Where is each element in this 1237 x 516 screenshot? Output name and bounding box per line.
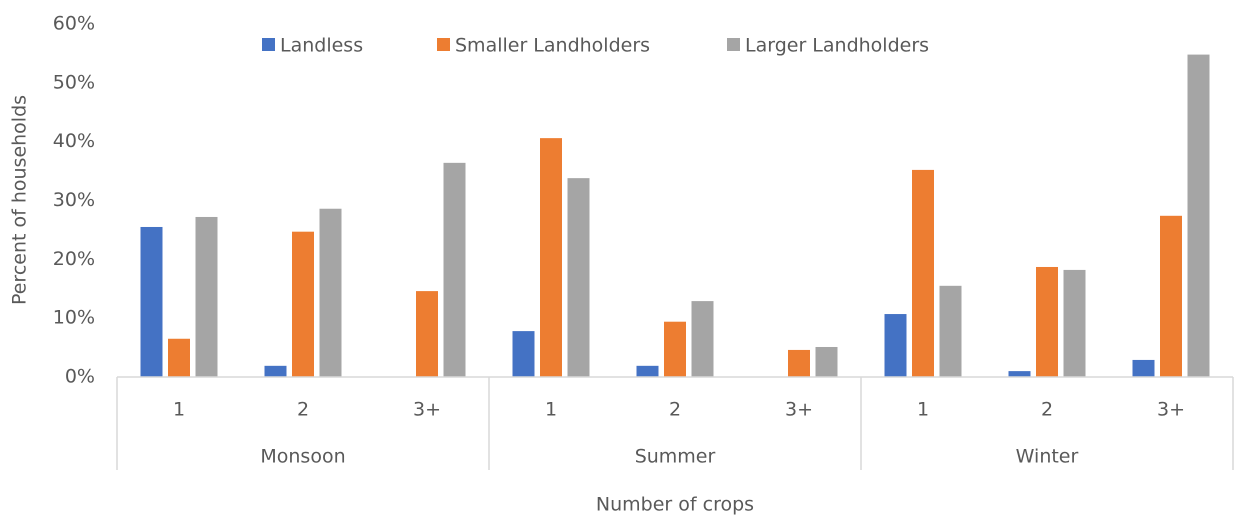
x-tick-label: 1 bbox=[917, 399, 929, 421]
bar bbox=[512, 331, 535, 377]
bar bbox=[540, 138, 562, 377]
y-tick-label: 40% bbox=[53, 130, 95, 152]
bar bbox=[443, 162, 466, 377]
bar bbox=[815, 346, 838, 377]
bar bbox=[691, 301, 714, 377]
legend-swatch bbox=[262, 38, 275, 51]
y-tick-label: 0% bbox=[65, 366, 95, 388]
y-tick-label: 20% bbox=[53, 248, 95, 270]
x-tick-label: 1 bbox=[545, 399, 557, 421]
legend-swatch bbox=[437, 38, 450, 51]
group-label: Monsoon bbox=[260, 446, 345, 468]
x-tick-label: 3+ bbox=[413, 399, 441, 421]
group-label: Summer bbox=[635, 446, 716, 468]
y-tick-label: 50% bbox=[53, 71, 95, 93]
x-tick-label: 3+ bbox=[1157, 399, 1185, 421]
x-tick-label: 2 bbox=[297, 399, 309, 421]
x-tick-label: 2 bbox=[1041, 399, 1053, 421]
x-tick-label: 3+ bbox=[785, 399, 813, 421]
bar bbox=[912, 169, 934, 377]
bar bbox=[939, 285, 962, 377]
bar bbox=[195, 216, 218, 377]
bar bbox=[884, 314, 907, 377]
bar bbox=[788, 349, 810, 377]
bar bbox=[1160, 215, 1182, 377]
x-tick-label: 1 bbox=[173, 399, 185, 421]
legend-label: Landless bbox=[280, 35, 363, 57]
group-label: Winter bbox=[1016, 446, 1079, 468]
bar bbox=[1036, 266, 1058, 377]
x-tick-label: 2 bbox=[669, 399, 681, 421]
bar bbox=[292, 231, 314, 377]
y-tick-label: 60% bbox=[53, 13, 95, 35]
bar bbox=[319, 208, 342, 377]
bar bbox=[664, 321, 686, 377]
bar bbox=[168, 338, 190, 377]
bar bbox=[1008, 371, 1031, 377]
bar bbox=[140, 226, 163, 377]
x-axis-title: Number of crops bbox=[596, 494, 754, 516]
bar bbox=[1132, 359, 1155, 377]
legend-swatch bbox=[727, 38, 740, 51]
y-axis-title: Percent of households bbox=[9, 95, 31, 305]
bar bbox=[1187, 54, 1210, 378]
bar bbox=[567, 178, 590, 377]
bar bbox=[636, 365, 659, 377]
bar bbox=[416, 291, 438, 377]
y-tick-label: 10% bbox=[53, 307, 95, 329]
legend-label: Smaller Landholders bbox=[455, 35, 650, 57]
bar bbox=[1063, 269, 1086, 377]
y-tick-label: 30% bbox=[53, 189, 95, 211]
legend-label: Larger Landholders bbox=[745, 35, 929, 57]
bar bbox=[264, 365, 287, 377]
